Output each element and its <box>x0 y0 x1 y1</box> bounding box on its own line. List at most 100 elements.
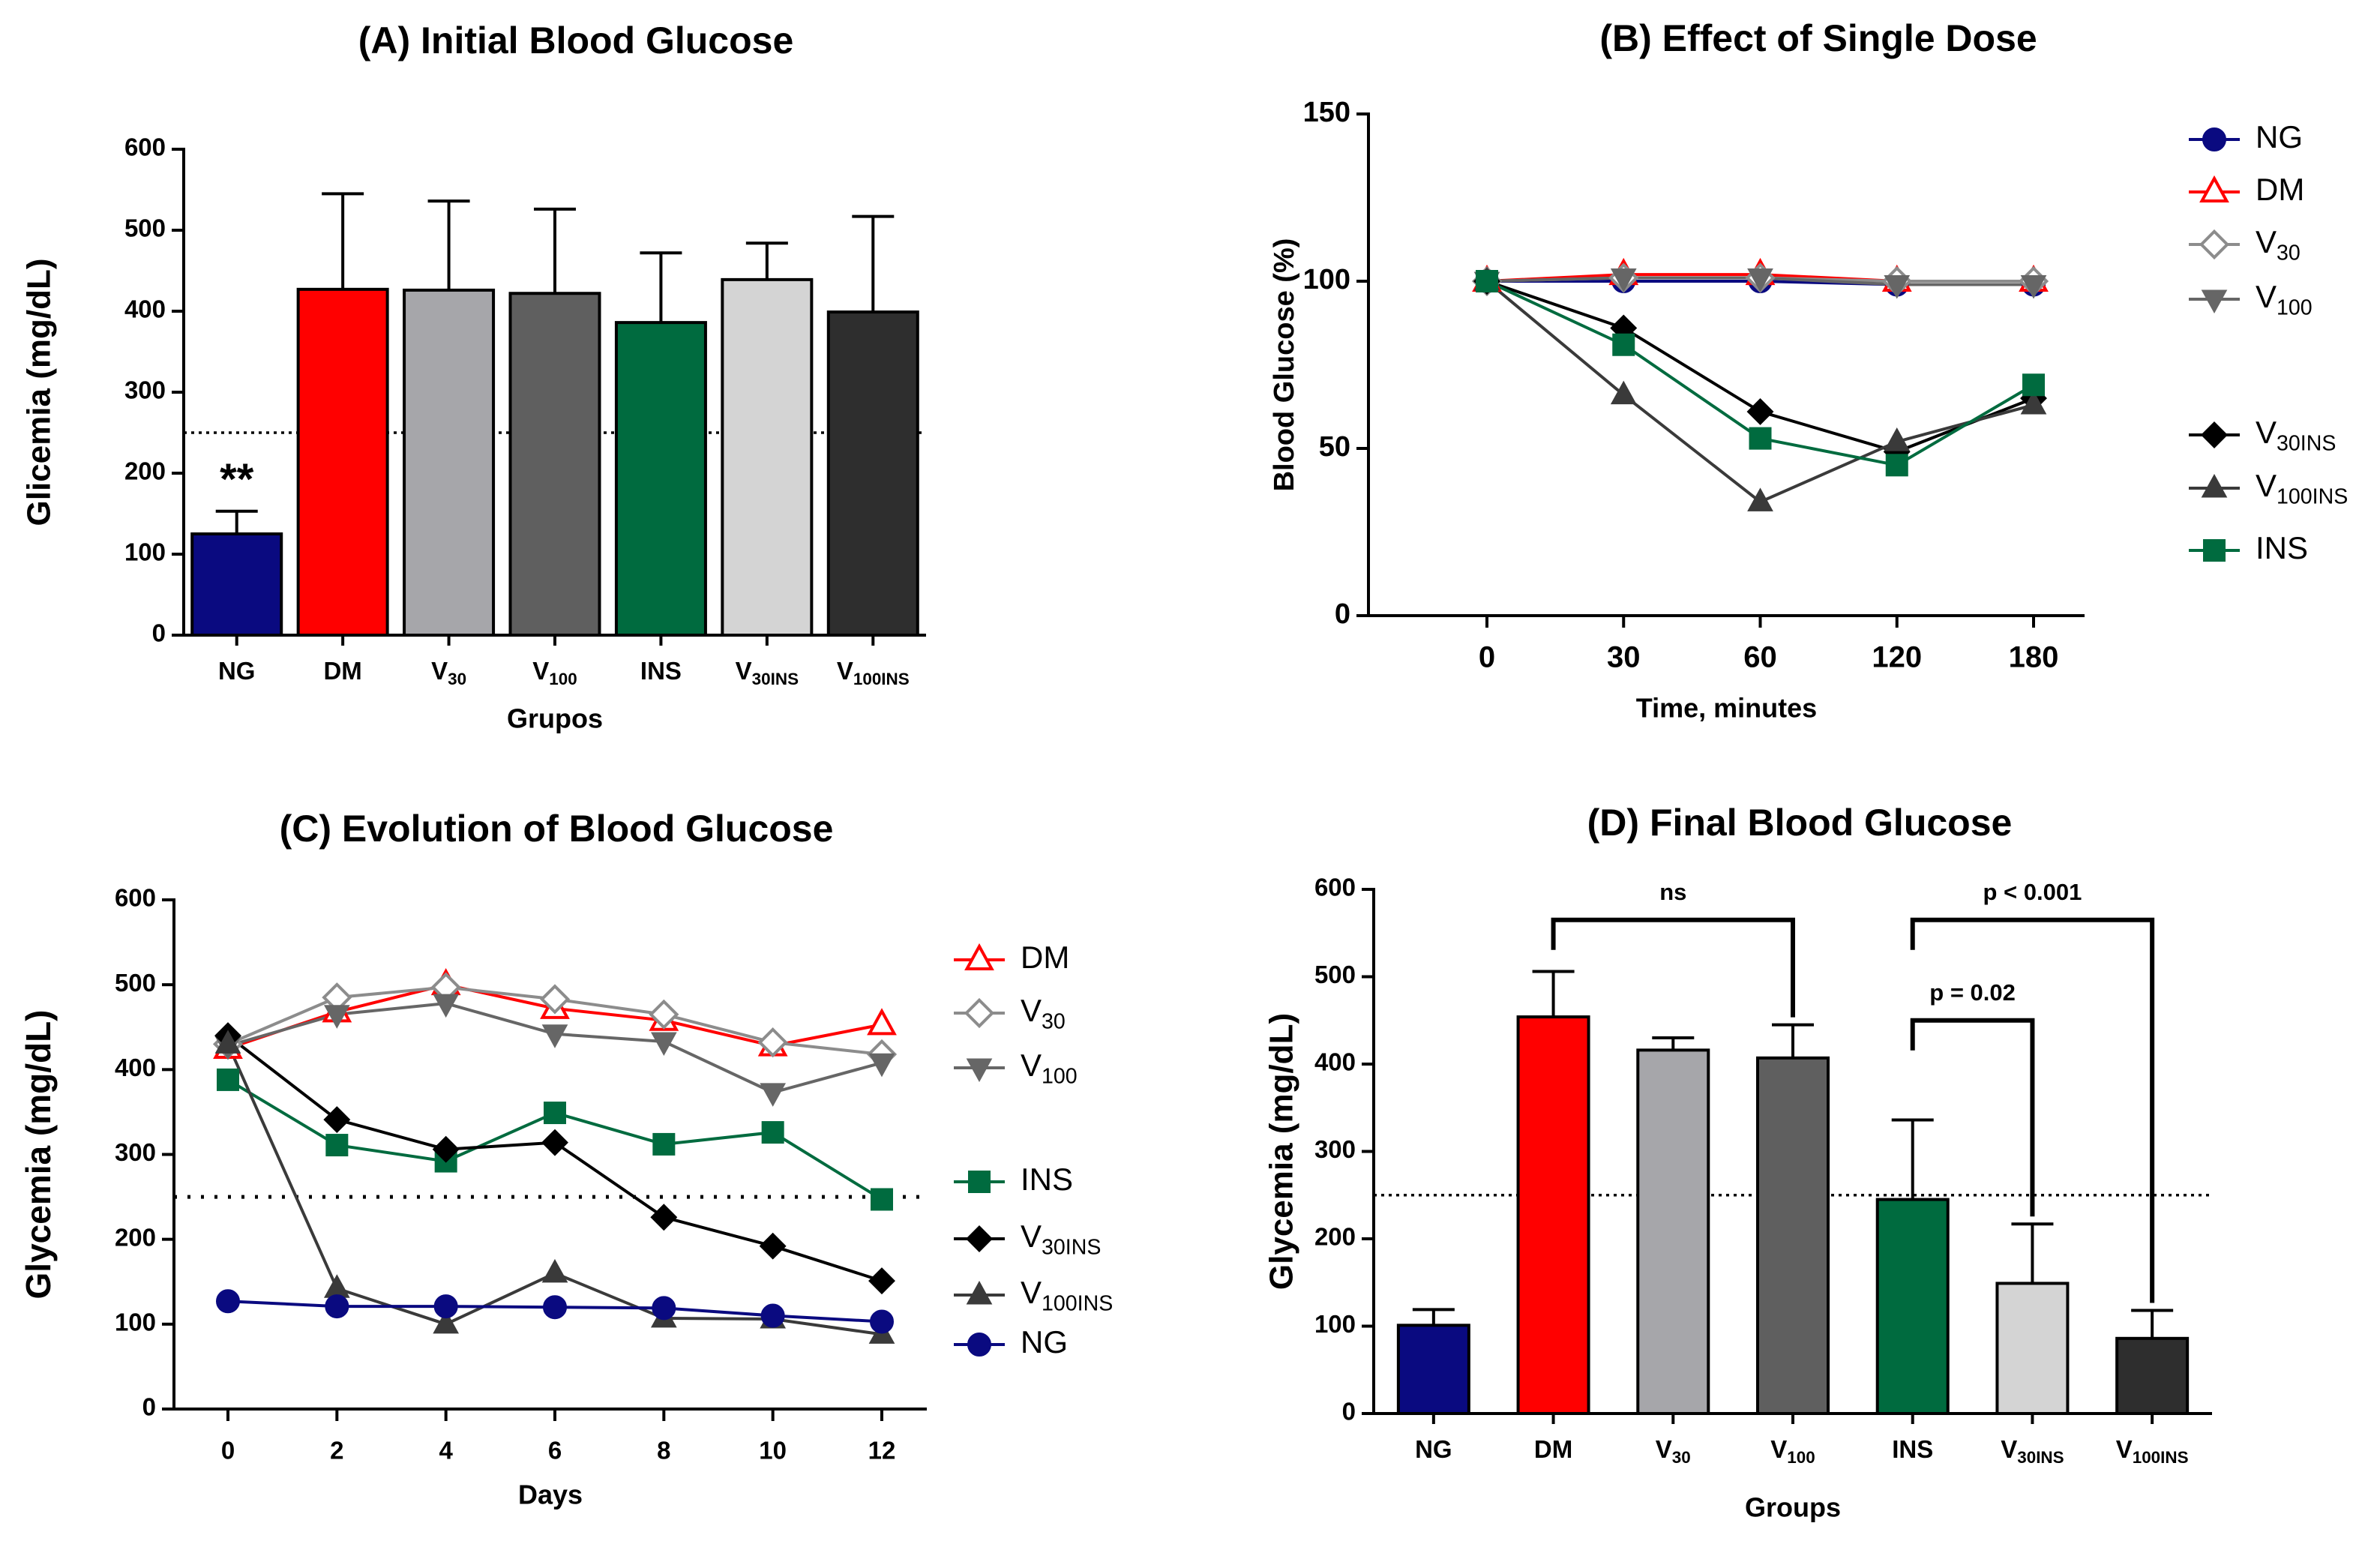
panel-b-x-tick-label: 60 <box>1743 641 1777 674</box>
panel-c-title: (C) Evolution of Blood Glucose <box>280 808 834 850</box>
panel-a-y-tick-label: 600 <box>124 133 166 161</box>
panel-b-data-point <box>2022 373 2045 397</box>
panel-c-legend-3-marker <box>966 1058 993 1083</box>
panel-d-bar <box>1396 1324 1470 1415</box>
panel-c-data-point <box>325 1134 349 1157</box>
panel-c-data-point <box>649 999 679 1030</box>
panel-d-y-tick-label: 0 <box>1342 1398 1356 1426</box>
panel-b-legend-3-label: V30 <box>2256 224 2301 265</box>
panel-c-x-tick-label: 10 <box>759 1437 787 1465</box>
panel-b-legend-7-marker <box>2203 539 2226 562</box>
panel-b-legend-6-label: V100INS <box>2256 468 2348 508</box>
panel-a-bar <box>190 532 283 637</box>
panel-a-x-tick-label: V30 <box>431 657 466 688</box>
panel-d-x-tick-label: V30 <box>1656 1435 1691 1467</box>
panel-c-data-point <box>761 1121 784 1144</box>
panel-d-bracket <box>1910 917 2155 1303</box>
panel-d-y-tick-label: 200 <box>1314 1223 1356 1251</box>
panel-d-x-tick-label: V30INS <box>2001 1435 2064 1467</box>
panel-b-data-point <box>1612 333 1635 356</box>
panel-c-data-point <box>650 1204 678 1231</box>
panel-d-y-tick-label: 600 <box>1314 874 1356 901</box>
panel-c-y-tick-label: 300 <box>115 1138 156 1166</box>
panel-c-legend-2-label: V30 <box>1021 993 1066 1033</box>
panel-c-x-tick-label: 2 <box>330 1437 343 1465</box>
panel-c-data-point <box>757 1027 788 1058</box>
panel-d-bracket-label: p < 0.001 <box>1983 879 2082 905</box>
panel-b-y-axis-label: Blood Glucose (%) <box>1269 238 1300 492</box>
panel-c-data-point <box>216 1289 240 1314</box>
panel-c-data-point <box>214 1030 241 1054</box>
panel-b-x-tick-label: 30 <box>1607 641 1641 674</box>
panel-c-data-point <box>541 1129 568 1156</box>
panel-a-x-tick-label: V100 <box>532 657 577 688</box>
panel-c-x-tick-label: 12 <box>868 1437 896 1465</box>
panel-b-data-point <box>1610 268 1637 292</box>
panel-c-data-point <box>870 1309 894 1334</box>
panel-b-x-tick-label: 120 <box>1872 641 1922 674</box>
panel-c-legend-7-label: NG <box>1021 1324 1068 1360</box>
panel-b-data-point <box>1884 274 1911 299</box>
panel-d-bar <box>1995 1282 2070 1416</box>
panel-d-x-tick-label: INS <box>1892 1435 1933 1463</box>
panel-d-y-tick-label: 100 <box>1314 1310 1356 1338</box>
panel-d-y-tick-label: 300 <box>1314 1135 1356 1163</box>
panel-c-x-axis-label: Days <box>518 1480 583 1510</box>
panel-b-legend-5-label: V30INS <box>2256 415 2336 455</box>
panel-c-data-point <box>433 1294 458 1319</box>
panel-b-y-tick-label: 50 <box>1319 431 1350 463</box>
panel-a-bar <box>721 277 814 637</box>
panel-c-data-point <box>325 1294 349 1319</box>
panel-c-data-point <box>871 1188 893 1211</box>
panel-b-x-axis-label: Time, minutes <box>1636 693 1817 724</box>
panel-c-legend-1-marker <box>964 943 994 970</box>
panel-d-bracket <box>1910 1018 2035 1217</box>
panel-c-y-tick-label: 500 <box>115 969 156 997</box>
panel-c-data-point <box>652 1296 676 1321</box>
panel-c-legend-2-marker <box>964 997 995 1029</box>
panel-a-y-axis-label: Glicemia (mg/dL) <box>21 259 58 526</box>
panel-c-x-tick-label: 8 <box>657 1437 670 1465</box>
panel-b-data-point <box>2020 274 2047 299</box>
panel-c-legend-3-label: V100 <box>1021 1048 1078 1088</box>
panel-a-bar <box>403 288 496 637</box>
panel-a-bar <box>296 287 389 637</box>
panel-c-y-tick-label: 400 <box>115 1054 156 1081</box>
panel-a-x-tick-label: INS <box>640 657 682 685</box>
panel-c-x-tick-label: 0 <box>221 1437 235 1465</box>
panel-b-data-point <box>1746 397 1774 425</box>
panel-d-bracket <box>1551 917 1795 1018</box>
panel-c-data-point <box>650 1032 677 1057</box>
panel-b-data-point <box>1749 427 1772 450</box>
panel-c-data-point <box>217 1068 239 1091</box>
panel-a-y-tick-label: 100 <box>124 538 166 566</box>
panel-d-bracket-label: p = 0.02 <box>1929 979 2016 1006</box>
panel-c-legend-7-marker <box>967 1333 991 1357</box>
panel-d-x-tick-label: DM <box>1534 1435 1572 1463</box>
panel-d-y-tick-label: 500 <box>1314 961 1356 988</box>
panel-a-y-tick-label: 300 <box>124 376 166 404</box>
panel-b-y-tick-label: 150 <box>1303 97 1350 128</box>
panel-a-bar <box>826 310 919 637</box>
panel-b-legend-2-label: DM <box>2256 172 2304 207</box>
panel-c-legend-4-marker <box>968 1171 991 1193</box>
panel-d-x-tick-label: V100 <box>1770 1435 1815 1467</box>
panel-b-legend-5-marker <box>2201 421 2228 448</box>
panel-a-y-tick-label: 400 <box>124 295 166 323</box>
panel-c-data-point <box>432 1135 460 1163</box>
panel-c-series-line <box>226 1043 883 1336</box>
panel-b-data-point <box>1884 427 1911 451</box>
panel-a-x-tick-label: DM <box>323 657 361 685</box>
panel-a-bar <box>508 292 601 637</box>
panel-a-significance-label: ** <box>220 455 254 504</box>
panel-c-legend-5-marker <box>966 1225 993 1252</box>
panel-c-data-point <box>760 1083 787 1107</box>
panel-a-x-axis-label: Grupos <box>507 703 603 734</box>
panel-c-legend-4-label: INS <box>1021 1162 1073 1197</box>
panel-a-bar <box>614 321 707 637</box>
panel-c-data-point <box>323 1106 351 1134</box>
panel-c-y-tick-label: 100 <box>115 1309 156 1336</box>
panel-c-y-tick-label: 0 <box>142 1393 156 1421</box>
panel-c-data-point <box>433 994 460 1018</box>
